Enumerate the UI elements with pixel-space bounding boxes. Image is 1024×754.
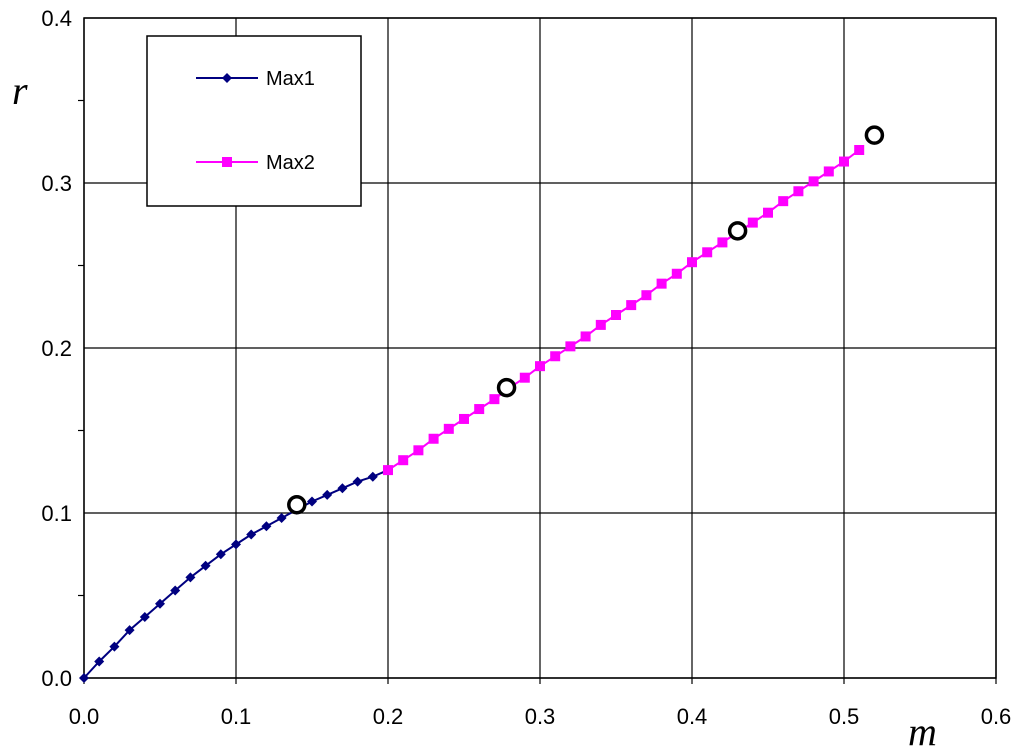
data-point-max1	[231, 539, 241, 550]
series-max1	[79, 465, 393, 683]
legend-box	[146, 35, 362, 207]
data-point-max2	[550, 351, 561, 362]
data-point-max2	[595, 319, 606, 330]
x-tick-label: 0.4	[677, 704, 708, 729]
series-line-max2	[387, 149, 860, 471]
x-tick-label: 0.1	[221, 704, 252, 729]
series	[79, 145, 865, 683]
data-point-max1	[352, 476, 363, 487]
data-point-max2	[443, 423, 454, 434]
data-point-max2	[428, 433, 439, 444]
data-point-max1	[276, 512, 287, 523]
data-point-max2	[763, 207, 773, 218]
open-circle-point	[287, 495, 307, 515]
data-point-max1	[79, 673, 89, 683]
x-tick-label: 0.6	[981, 704, 1012, 729]
data-point-max1	[307, 496, 317, 507]
y-tick-label: 0.2	[41, 336, 72, 361]
data-point-max2	[580, 331, 591, 342]
y-tick-label: 0.1	[41, 501, 72, 526]
legend-label-max2: Max2	[266, 152, 315, 174]
data-point-max1	[155, 598, 165, 609]
y-axis-label: r	[12, 68, 28, 113]
data-point-max2	[474, 404, 485, 415]
data-point-max1	[367, 471, 378, 482]
data-point-max2	[565, 341, 576, 352]
legend-marker-max1	[222, 73, 232, 83]
data-point-max2	[823, 166, 834, 177]
x-tick-label: 0.2	[373, 704, 404, 729]
data-point-max1	[185, 572, 196, 583]
x-tick-label: 0.0	[69, 704, 100, 729]
grid	[78, 17, 997, 684]
data-point-max2	[702, 247, 713, 258]
y-axis-ticks: 0.0 0.1 0.2 0.3 0.4	[41, 6, 72, 691]
data-point-max2	[626, 300, 637, 311]
data-point-max1	[322, 489, 333, 500]
y-tick-label: 0.3	[41, 171, 72, 196]
data-point-max2	[717, 237, 728, 248]
data-point-max2	[641, 290, 652, 301]
data-point-max2	[611, 310, 621, 320]
y-tick-label: 0.4	[41, 6, 72, 31]
x-axis-label: m	[908, 709, 937, 754]
legend-marker-max2	[222, 157, 232, 167]
data-point-max1	[200, 560, 211, 571]
legend-label-max1: Max1	[266, 68, 315, 90]
data-point-max2	[793, 186, 804, 197]
data-point-max2	[519, 372, 530, 383]
open-circle-point	[496, 377, 517, 398]
data-point-max2	[413, 445, 424, 456]
data-point-max1	[109, 641, 120, 652]
x-tick-label: 0.3	[525, 704, 556, 729]
data-point-max1	[124, 625, 135, 636]
data-point-max2	[459, 413, 469, 424]
open-circle-point	[864, 125, 885, 145]
legend: Max1 Max2	[146, 35, 362, 207]
data-point-max2	[687, 257, 697, 268]
data-point-max1	[261, 521, 272, 532]
data-point-max2	[398, 455, 409, 466]
data-point-max2	[839, 156, 849, 167]
y-tick-label: 0.0	[41, 666, 72, 691]
data-point-max2	[747, 217, 758, 228]
data-point-max1	[215, 549, 226, 560]
data-point-max2	[808, 176, 819, 187]
data-point-max2	[854, 145, 865, 155]
data-point-max1	[139, 611, 150, 622]
data-point-max2	[656, 278, 667, 289]
data-point-max2	[383, 465, 393, 476]
data-point-max1	[246, 529, 257, 540]
data-point-max2	[671, 268, 682, 279]
data-point-max1	[94, 656, 105, 667]
data-point-max1	[170, 585, 181, 596]
open-circle-points	[287, 125, 885, 515]
x-axis-ticks: 0.0 0.1 0.2 0.3 0.4 0.5 0.6	[69, 704, 1012, 729]
open-circle-point	[727, 221, 748, 241]
x-tick-label: 0.5	[829, 704, 860, 729]
series-max2	[383, 145, 865, 476]
data-point-max2	[778, 196, 789, 207]
data-point-max1	[337, 483, 348, 494]
data-point-max2	[535, 361, 545, 372]
data-point-max2	[489, 394, 500, 405]
